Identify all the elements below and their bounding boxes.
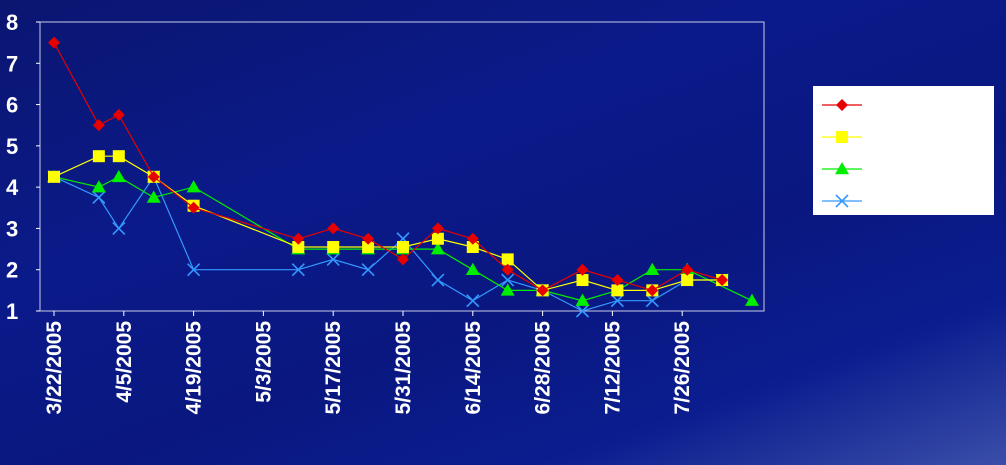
legend-marker-floratam: [836, 131, 848, 143]
series-line-amerishade: [53, 42, 723, 292]
data-point-floratam: [501, 253, 514, 266]
y-tick-label: 4: [6, 175, 19, 200]
data-point-deltashade: [465, 262, 480, 275]
data-point-floratam: [576, 274, 589, 287]
series-line-palmetto: [53, 175, 723, 312]
data-point-palmetto: [361, 263, 375, 277]
data-point-deltashade: [186, 180, 201, 193]
data-point-amerishade: [576, 263, 589, 276]
data-point-floratam: [431, 232, 444, 245]
x-tick-label: 4/5/2005: [113, 321, 136, 403]
data-point-amerishade: [327, 222, 340, 235]
data-point-palmetto: [326, 252, 340, 266]
x-tick-label: 7/26/2005: [671, 321, 694, 415]
series-floratam: [48, 150, 729, 297]
data-point-palmetto: [112, 221, 126, 235]
data-point-floratam: [397, 241, 409, 254]
legend-marker-palmetto: [835, 194, 849, 208]
plot-frame: [39, 21, 765, 312]
legend-item-amerishade: Amerishade: [822, 98, 958, 115]
legend-item-floratam: Floratam: [822, 130, 934, 147]
data-point-amerishade: [681, 263, 694, 276]
legend-label-floratam: Floratam: [866, 130, 934, 147]
data-point-deltashade: [91, 180, 106, 193]
data-point-deltashade: [430, 242, 445, 255]
data-point-floratam: [681, 274, 694, 287]
y-tick-label: 2: [6, 258, 18, 283]
y-tick-label: 3: [6, 216, 18, 241]
axes: 1 2 3 4 5 6 7 8 3/22/2005 4/5/2005 4/19/2005 5/3/20…: [6, 10, 694, 414]
data-point-floratam: [112, 150, 125, 163]
series-amerishade: [48, 36, 729, 297]
legend-marker-amerishade: [836, 99, 848, 111]
data-point-amerishade: [501, 263, 514, 276]
data-point-palmetto: [501, 273, 515, 287]
data-point-palmetto: [575, 304, 590, 318]
data-point-amerishade: [716, 274, 729, 287]
data-point-amerishade: [362, 232, 375, 245]
legend-item-deltashade: DeltaShade: [822, 162, 953, 179]
x-tick-label: 7/12/2005: [601, 321, 624, 415]
y-tick-label: 1: [6, 299, 18, 324]
data-point-amerishade: [48, 36, 60, 49]
data-point-amerishade: [611, 274, 624, 287]
data-point-amerishade: [292, 232, 305, 245]
data-point-floratam: [362, 241, 375, 254]
data-point-amerishade: [92, 119, 105, 132]
x-tick-label: 6/28/2005: [532, 321, 555, 415]
data-point-amerishade: [646, 284, 659, 297]
data-point-deltashade: [111, 169, 126, 183]
data-point-amerishade: [466, 232, 479, 245]
y-tick-label: 7: [6, 51, 18, 76]
data-point-amerishade: [147, 170, 160, 183]
legend: Amerishade Floratam DeltaShade Palmetto: [813, 86, 994, 215]
data-point-palmetto: [610, 294, 624, 308]
legend-label-deltashade: DeltaShade: [866, 162, 953, 179]
y-tick-label: 5: [6, 134, 18, 159]
x-tick-label: 5/17/2005: [322, 321, 345, 415]
x-tick-label: 3/22/2005: [43, 321, 66, 415]
legend-item-palmetto: Palmetto: [822, 194, 934, 211]
legend-marker-deltashade: [835, 162, 849, 175]
data-point-floratam: [292, 241, 305, 254]
data-point-amerishade: [112, 108, 125, 121]
y-tick-label: 6: [6, 93, 18, 118]
data-point-floratam: [92, 150, 105, 163]
data-point-palmetto: [291, 263, 305, 277]
data-point-amerishade: [536, 284, 549, 297]
data-point-palmetto: [645, 294, 659, 308]
data-point-palmetto: [466, 294, 480, 308]
x-tick-label: 6/14/2005: [462, 321, 485, 415]
x-tick-label: 5/3/2005: [252, 321, 275, 403]
data-point-deltashade: [146, 190, 161, 203]
legend-label-amerishade: Amerishade: [866, 98, 958, 115]
data-point-amerishade: [187, 201, 200, 214]
x-tick-label: 4/19/2005: [183, 321, 206, 415]
series-group: [47, 36, 759, 318]
data-point-floratam: [48, 170, 60, 183]
y-tick-label: 8: [6, 10, 18, 35]
data-point-amerishade: [431, 222, 444, 235]
data-point-deltashade: [575, 293, 590, 306]
data-point-palmetto: [431, 273, 445, 287]
data-point-amerishade: [397, 253, 409, 266]
x-tick-label: 5/31/2005: [392, 321, 415, 415]
data-point-deltashade: [500, 283, 515, 296]
data-point-palmetto: [187, 263, 201, 277]
legend-label-palmetto: Palmetto: [866, 194, 934, 211]
data-point-deltashade: [645, 262, 660, 275]
data-point-deltashade: [745, 293, 759, 306]
series-palmetto: [47, 170, 729, 318]
data-point-palmetto: [92, 190, 106, 205]
plot-area: [39, 21, 765, 312]
data-point-floratam: [466, 241, 479, 254]
data-point-floratam: [611, 284, 624, 297]
data-point-floratam: [327, 241, 340, 254]
